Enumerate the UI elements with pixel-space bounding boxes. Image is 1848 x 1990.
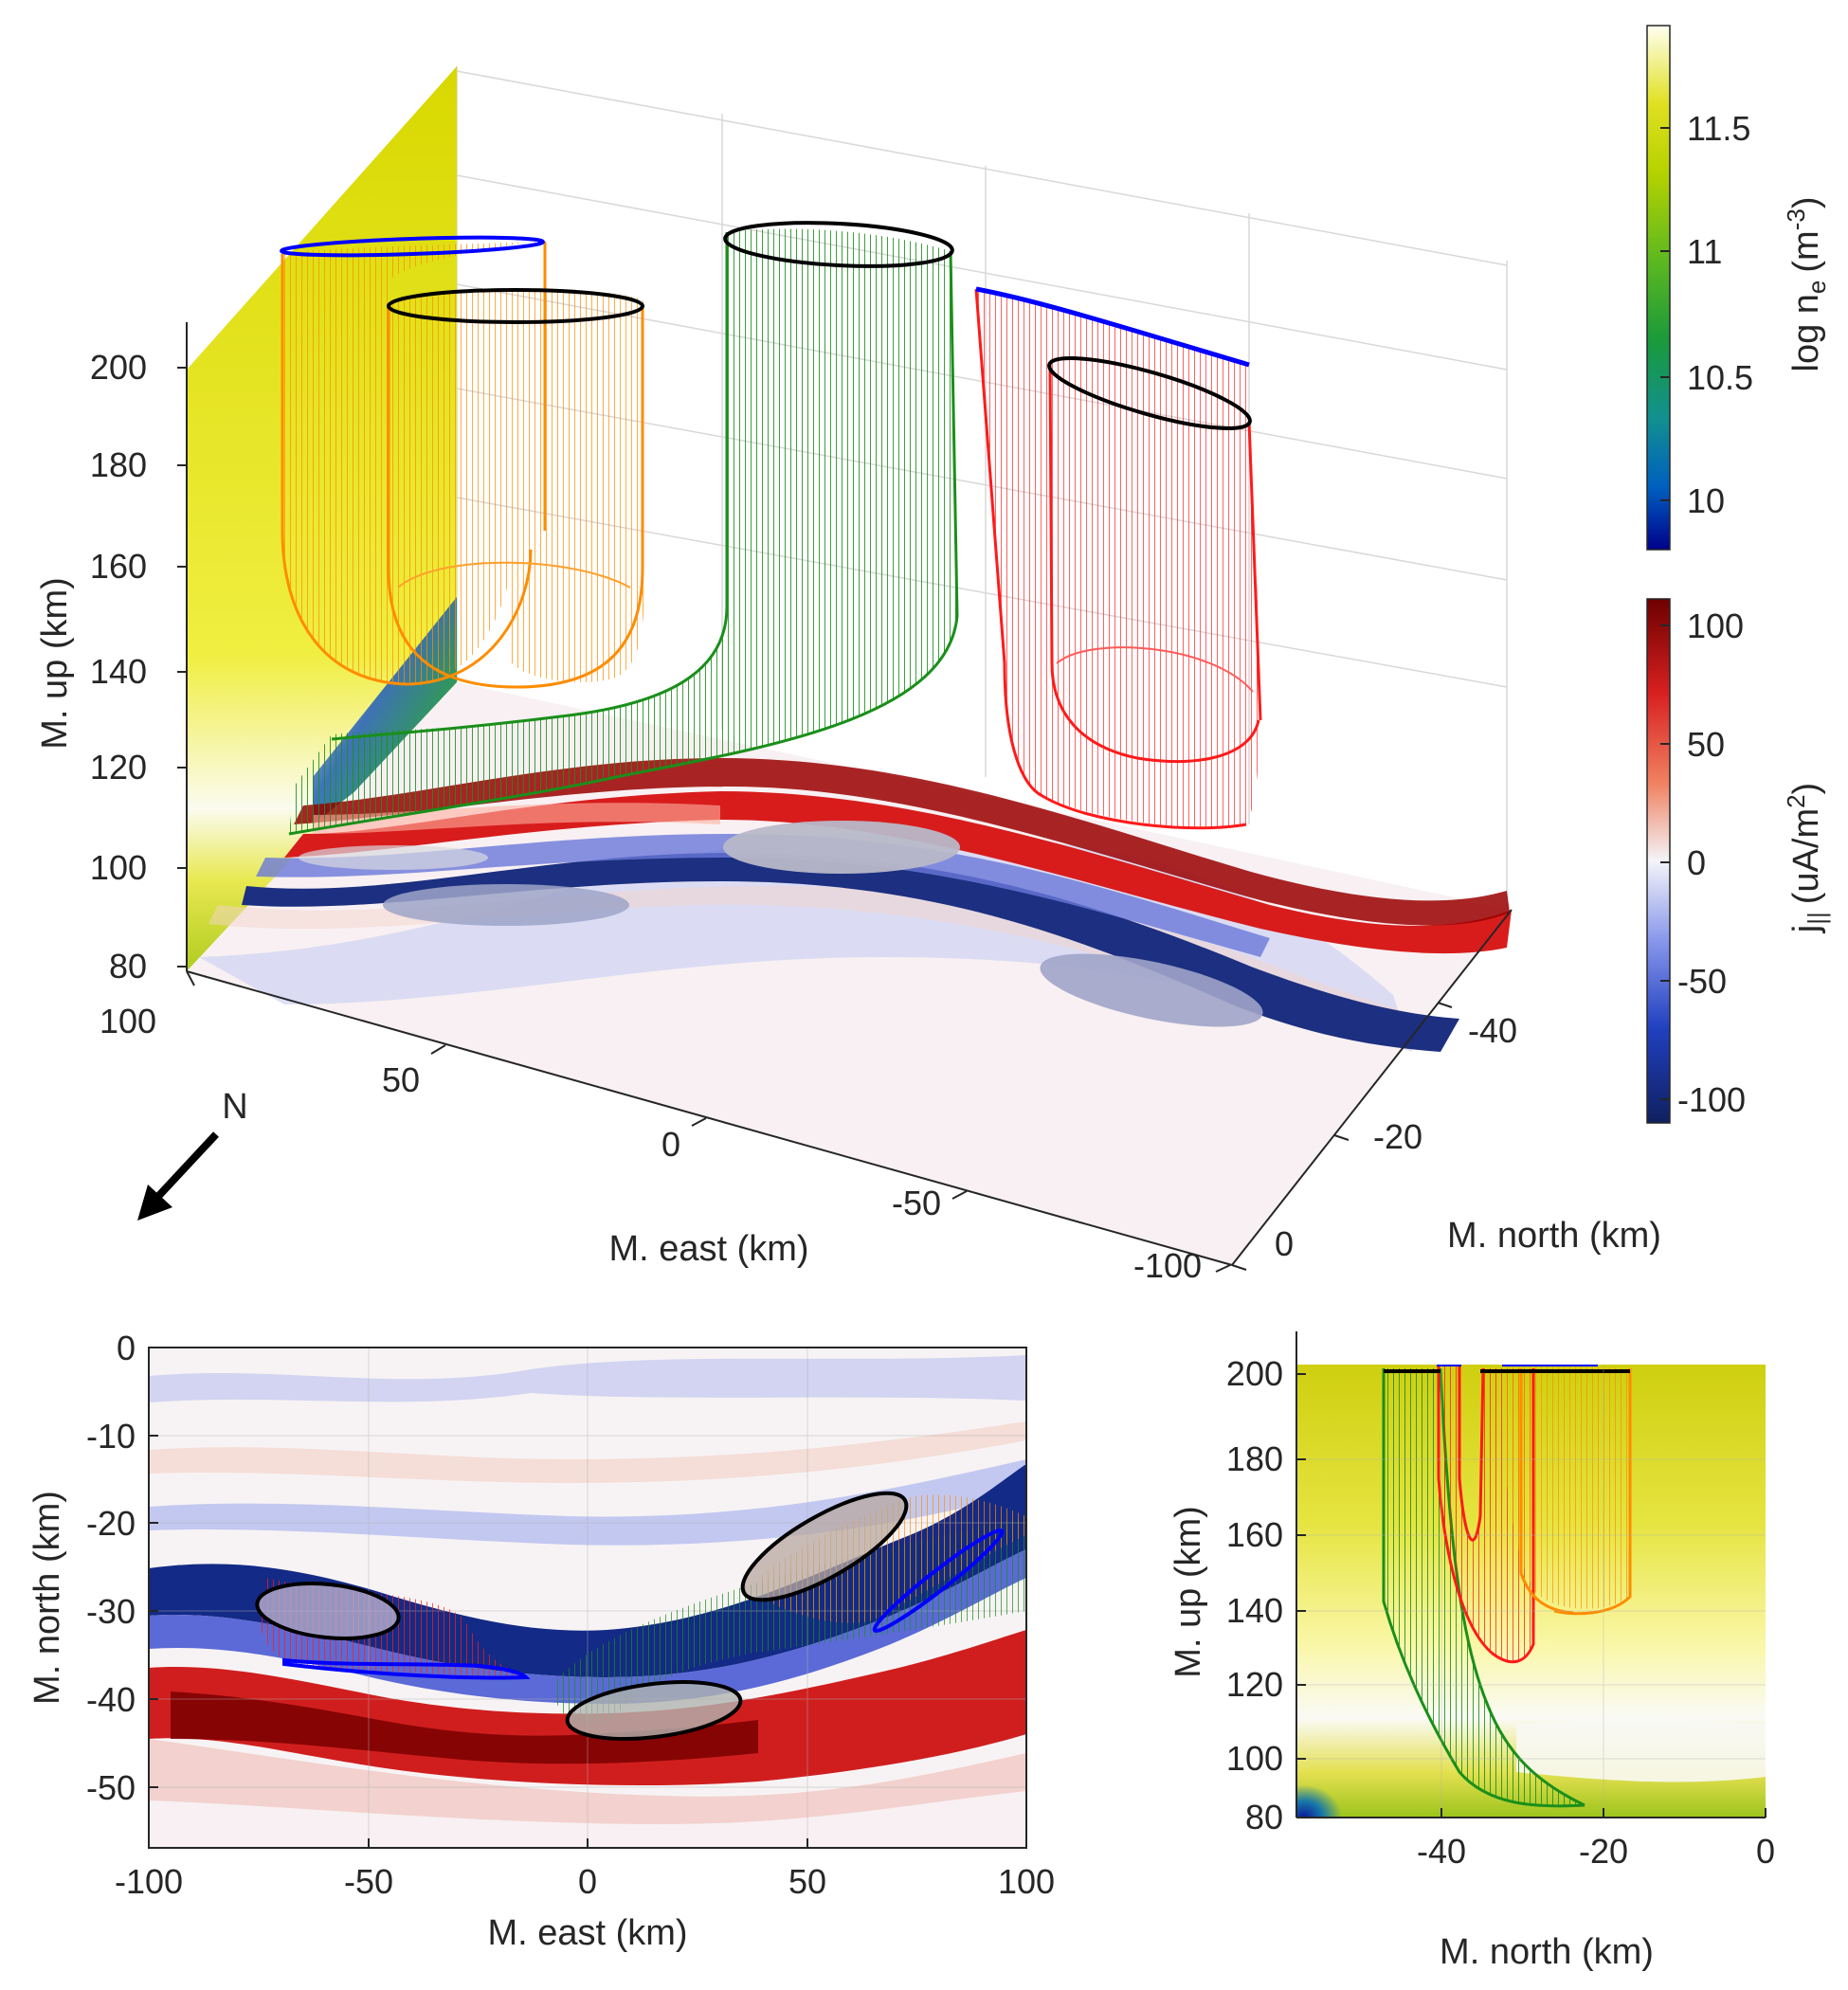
density-tick-label: 11 (1687, 232, 1722, 271)
density-colorbar: 11.5 11 10.5 10 log ne(m-3) (1646, 25, 1831, 551)
side-y-tick: 80 (1245, 1798, 1283, 1836)
z-tick-label: 120 (90, 748, 147, 787)
density-tick-label: 11.5 (1687, 109, 1750, 148)
side-y-tick: 160 (1226, 1515, 1283, 1554)
side-y-tick: 120 (1226, 1665, 1283, 1704)
map-heatmap (149, 1348, 1026, 1848)
map-view-panel: -100 -50 0 50 100 0 -10 -20 -30 -40 -50 … (27, 1329, 1055, 1953)
y-tick-label: 0 (1275, 1224, 1294, 1263)
perspective-y-axis: 0 -20 -40 M. north (km) (1231, 909, 1661, 1271)
x-axis-label: M. east (km) (608, 1229, 808, 1269)
map-x-tick: 100 (998, 1862, 1055, 1901)
current-colorbar: 100 50 0 -50 -100 j||(uA/m2) (1646, 598, 1831, 1124)
z-tick-label: 100 (90, 848, 147, 887)
orange-flux-tube (280, 235, 644, 689)
density-tick-label: 10.5 (1687, 358, 1753, 397)
current-tick-label: 0 (1687, 843, 1706, 882)
green-flux-tube (288, 221, 959, 836)
current-tick-label: -50 (1677, 962, 1727, 1001)
map-x-tick: 50 (788, 1862, 826, 1901)
map-x-tick: -50 (344, 1862, 393, 1901)
z-tick-label: 160 (90, 547, 147, 586)
side-heatmap (1296, 1365, 1766, 1818)
x-tick-label: 0 (661, 1125, 680, 1164)
map-y-label: M. north (km) (27, 1491, 67, 1705)
side-x-tick: -20 (1579, 1832, 1628, 1871)
red-flux-tube (974, 286, 1262, 830)
map-y-tick: -30 (86, 1592, 136, 1631)
density-tick-label: 10 (1687, 481, 1725, 520)
perspective-panel: 200 180 160 140 120 100 80 M. up (km) 10… (35, 66, 1661, 1285)
y-tick-label: -40 (1468, 1011, 1517, 1050)
north-arrow-label: N (222, 1087, 247, 1127)
side-y-tick: 180 (1226, 1439, 1283, 1478)
current-tick-label: 50 (1687, 725, 1725, 764)
map-y-tick: -20 (86, 1504, 136, 1543)
side-x-label: M. north (km) (1440, 1932, 1654, 1972)
x-tick-label: 50 (382, 1060, 420, 1099)
x-tick-label: -50 (892, 1184, 941, 1222)
side-y-tick: 200 (1226, 1354, 1283, 1393)
side-x-tick: -40 (1417, 1832, 1466, 1871)
perspective-z-axis: 200 180 160 140 120 100 80 M. up (km) (35, 322, 188, 986)
side-x-tick: 0 (1756, 1832, 1775, 1871)
y-axis-label: M. north (km) (1447, 1216, 1661, 1256)
side-y-tick: 100 (1226, 1739, 1283, 1778)
map-x-tick: 0 (578, 1862, 597, 1901)
z-tick-label: 200 (90, 348, 147, 387)
map-x-label: M. east (km) (487, 1913, 687, 1953)
current-colorbar-label: j||(uA/m2) (1782, 783, 1831, 933)
z-axis-label: M. up (km) (35, 577, 75, 750)
y-tick-label: -20 (1373, 1117, 1422, 1156)
current-tick-label: 100 (1687, 606, 1744, 645)
density-colorbar-label: log ne(m-3) (1782, 197, 1831, 372)
current-tick-label: -100 (1677, 1080, 1746, 1119)
z-tick-label: 180 (90, 445, 147, 484)
map-y-tick: -40 (86, 1680, 136, 1719)
side-y-label: M. up (km) (1169, 1506, 1208, 1678)
map-y-tick: -50 (86, 1768, 136, 1807)
side-view-panel: -40 -20 0 200 180 160 140 120 100 80 M. … (1169, 1331, 1775, 1972)
map-x-tick: -100 (115, 1862, 183, 1901)
perspective-x-axis: 100 50 0 -50 -100 M. east (km) (100, 970, 1233, 1285)
x-tick-label: -100 (1133, 1246, 1202, 1285)
z-tick-label: 140 (90, 652, 147, 691)
current-floor (187, 682, 1512, 1265)
map-y-tick: 0 (117, 1329, 136, 1367)
map-y-tick: -10 (86, 1417, 136, 1456)
side-y-tick: 140 (1226, 1591, 1283, 1630)
north-arrow: N (137, 1087, 248, 1221)
x-tick-label: 100 (100, 1002, 156, 1040)
z-tick-label: 80 (109, 947, 147, 986)
